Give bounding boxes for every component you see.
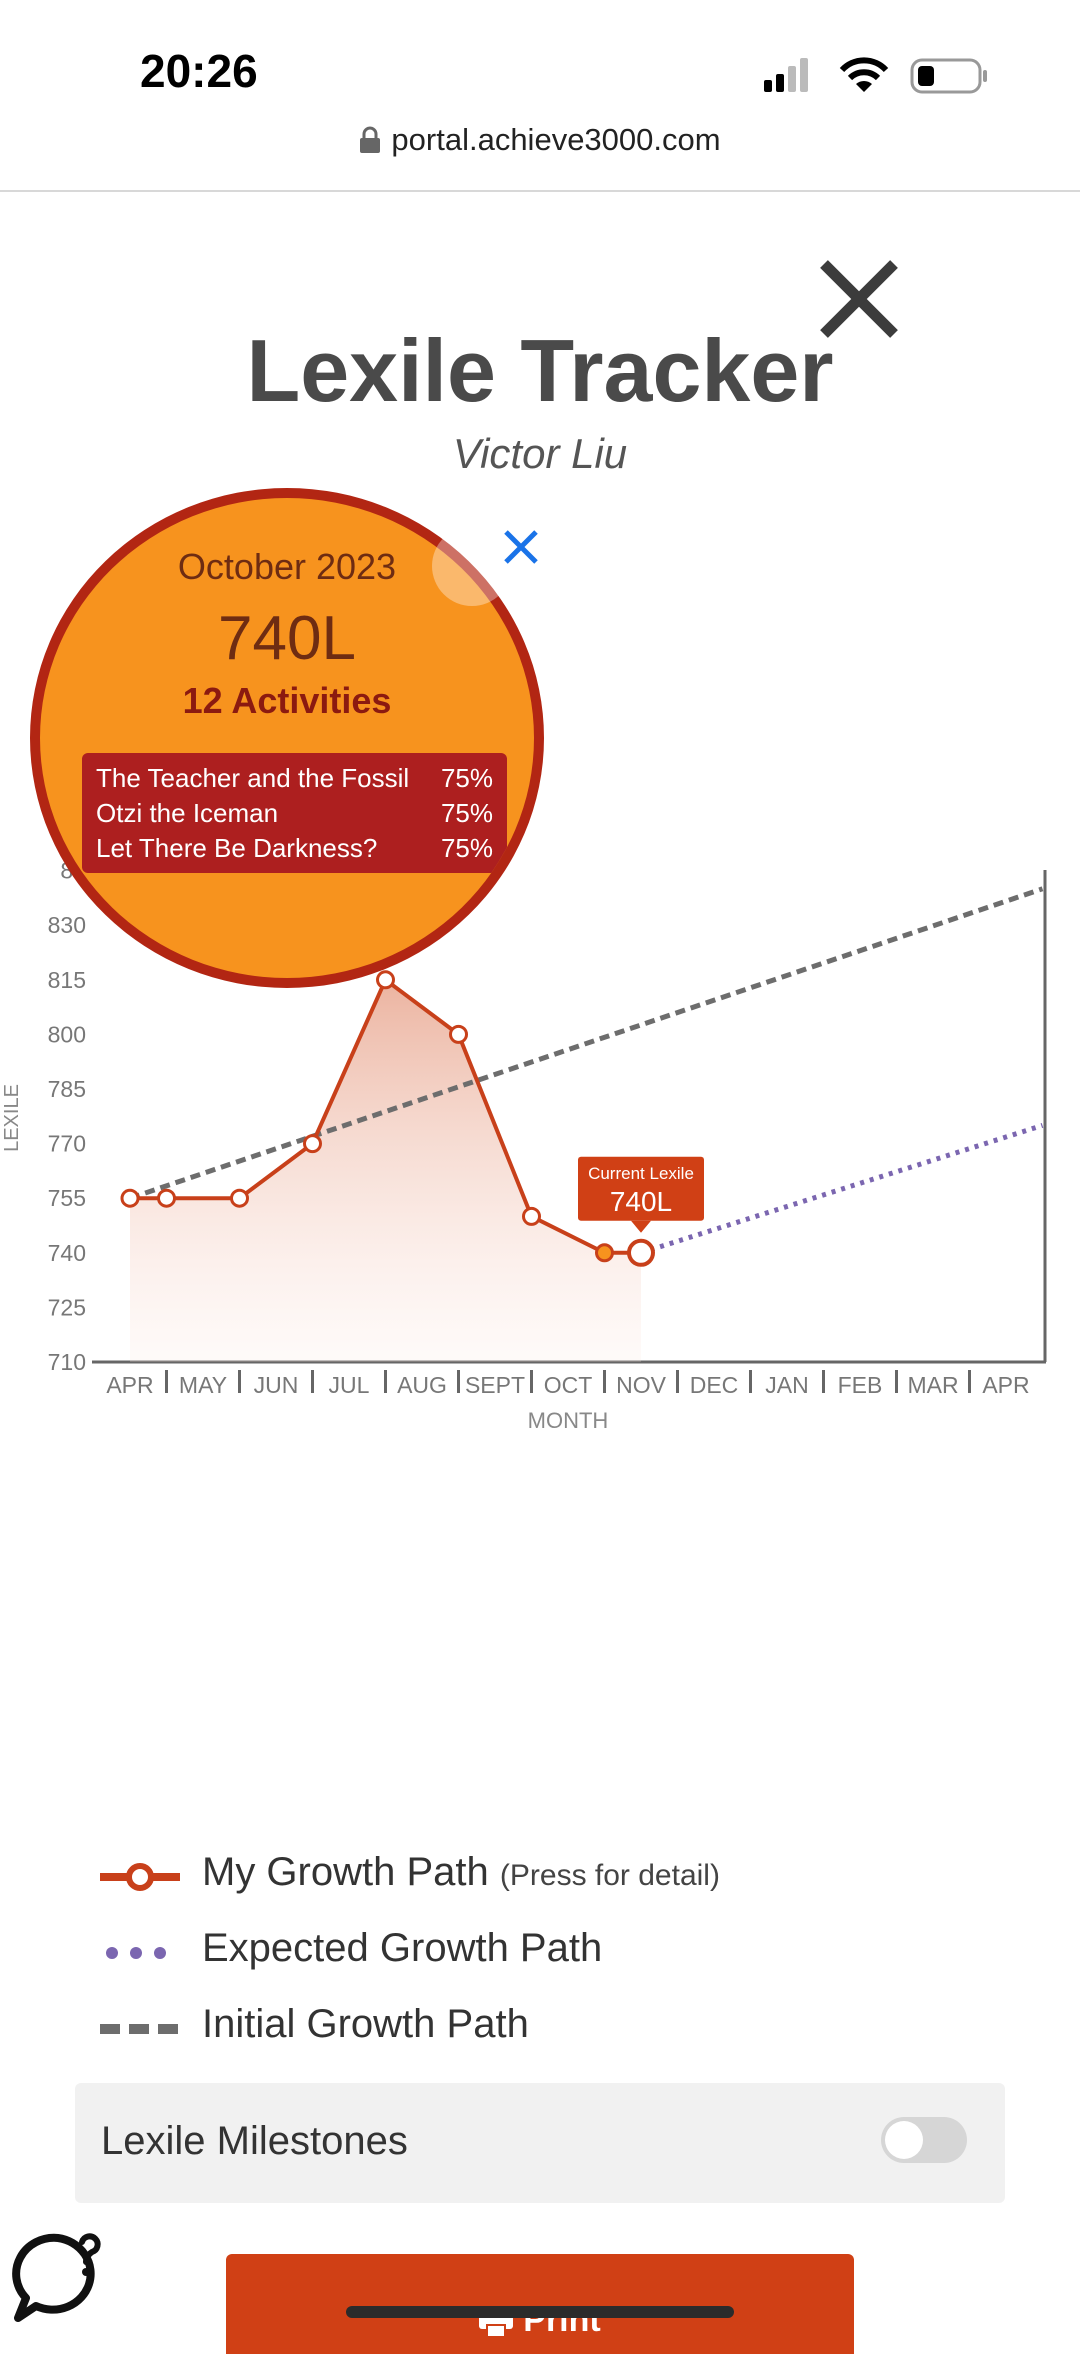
url-bar[interactable]: portal.achieve3000.com [0,120,1080,192]
legend-my-growth-note: (Press for detail) [499,1859,720,1892]
y-tick-label: 755 [48,1185,86,1211]
url-text: portal.achieve3000.com [391,121,721,157]
url-divider [0,190,1080,192]
my-growth-swatch-icon [100,1863,180,1891]
y-tick-label: 785 [48,1076,86,1102]
popup-month: October 2023 [177,546,397,587]
lexile-milestones-row: Lexile Milestones [75,2083,1005,2203]
y-tick-label: 740 [48,1240,86,1266]
my-growth-point [303,1134,322,1154]
x-tick-label: OCT [544,1372,593,1398]
my-growth-point [376,970,395,990]
signal-icon [764,58,808,92]
popup-lexile: 740L [218,604,356,673]
x-tick-label: APR [106,1372,153,1398]
close-icon [820,260,898,338]
y-tick-label: 800 [48,1021,86,1047]
popup-activities-count: 12 Activities [182,680,392,721]
print-button[interactable]: Print [226,2254,854,2354]
status-time: 20:26 [140,45,258,97]
wifi-icon [839,57,889,92]
y-tick-label: 815 [48,967,86,993]
my-growth-point [627,1238,655,1267]
x-tick-label: DEC [690,1372,739,1398]
y-tick-label: 710 [48,1349,86,1375]
current-lexile-callout [578,1156,704,1221]
lock-icon [360,126,381,153]
legend-my-growth-label: My Growth Path [202,1850,489,1894]
initial-growth-swatch-icon [100,2024,178,2034]
activity-row: Otzi the Iceman 75% [82,796,507,831]
my-growth-point [120,1188,140,1208]
my-growth-area [130,979,641,1362]
callout-pointer [631,1220,651,1233]
status-icons [764,57,987,94]
activity-list: The Teacher and the Fossil 75% Otzi the … [82,753,507,873]
chat-button[interactable] [8,2228,108,2328]
popup-highlight [432,526,512,606]
current-lexile-label: Current Lexile [588,1164,694,1183]
legend-expected: Expected Growth Path [100,1920,1000,1984]
activity-title: Otzi the Iceman [96,798,279,828]
legend-expected-label: Expected Growth Path [202,1926,603,1970]
activity-score: 75% [440,798,493,828]
page-title: Lexile Tracker [246,321,834,420]
chat-icon [12,2233,101,2322]
y-axis-title: LEXILE [1,1084,23,1152]
milestones-label: Lexile Milestones [101,2119,408,2163]
x-tick-label: MAR [907,1372,958,1398]
x-tick-label: JUN [254,1372,299,1398]
y-tick-label: 830 [48,912,86,938]
popup-close-button[interactable] [498,524,544,570]
x-tick-label: SEPT [465,1372,525,1398]
x-tick-label: NOV [616,1372,667,1398]
milestones-toggle[interactable] [881,2117,967,2163]
x-tick-label: FEB [838,1372,883,1398]
x-tick-label: AUG [397,1372,447,1398]
toggle-knob [885,2121,923,2159]
lexile-chart: LEXILE 71072574075577078580081583084APRM… [1,858,1047,1433]
my-growth-point [449,1024,468,1044]
activity-row: Let There Be Darkness? 75% [82,831,507,866]
activity-title: The Teacher and the Fossil [96,763,410,793]
home-indicator [346,2306,734,2318]
my-growth-point [595,1243,614,1263]
y-tick-label: 725 [48,1294,86,1320]
close-button[interactable] [808,250,908,350]
activity-title: Let There Be Darkness? [96,833,378,863]
x-tick-label: JUL [329,1372,370,1398]
current-lexile-value: 740L [610,1186,672,1217]
my-growth-point [230,1188,249,1208]
x-tick-label: JAN [765,1372,808,1398]
expected-growth-swatch-icon [106,1947,166,1959]
legend-initial-label: Initial Growth Path [202,2002,529,2046]
battery-icon [910,58,987,94]
my-growth-point [157,1188,176,1208]
student-name: Victor Liu [452,430,628,477]
activity-score: 75% [440,763,493,793]
expected-growth-line [640,1123,1044,1256]
month-detail-popup[interactable]: October 2023 740L 12 Activities The Teac… [30,488,544,988]
x-axis-title: MONTH [528,1408,609,1433]
activity-score: 75% [440,833,493,863]
close-icon [504,530,538,564]
legend-initial: Initial Growth Path [100,1996,1000,2060]
legend-my-growth[interactable]: My Growth Path (Press for detail) [100,1844,1000,1908]
initial-growth-line [129,886,1044,1201]
y-tick-label: 770 [48,1131,86,1157]
my-growth-point [522,1206,541,1226]
x-tick-label: APR [982,1372,1029,1398]
x-tick-label: MAY [179,1372,227,1398]
activity-row: The Teacher and the Fossil 75% [82,761,507,796]
